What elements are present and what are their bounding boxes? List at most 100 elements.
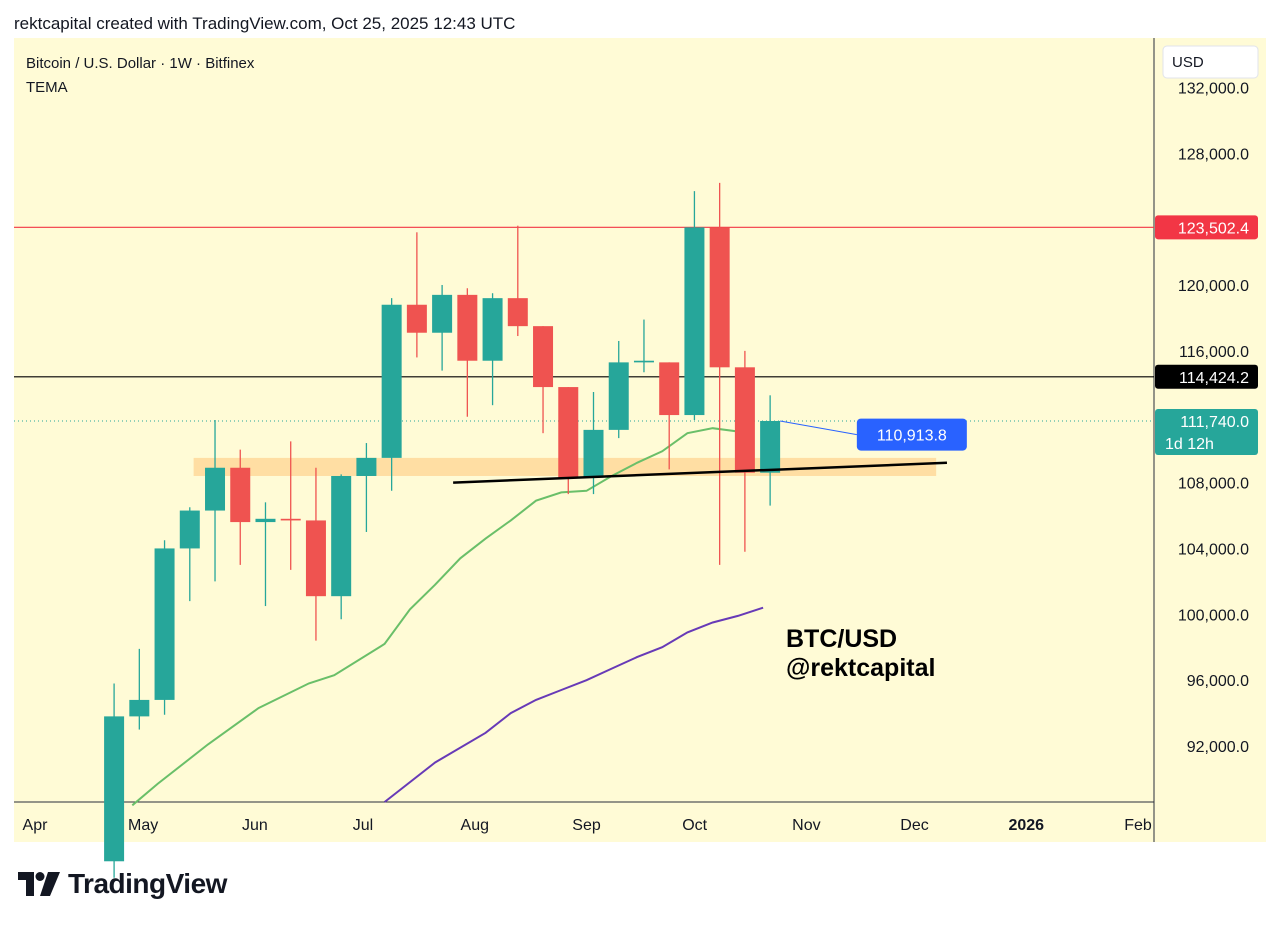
currency-label: USD [1172,54,1204,71]
annotation-badge[interactable] [856,418,967,451]
candle-body[interactable] [406,304,427,333]
candle-body[interactable] [608,362,629,430]
candle[interactable] [659,362,680,470]
candle-body[interactable] [179,510,200,549]
candle[interactable] [533,326,554,434]
trendline-layer[interactable] [453,461,948,484]
candle[interactable] [356,443,377,532]
candle-body[interactable] [356,457,377,476]
tema-slow-line [383,606,764,803]
chart-caption: rektcapital created with TradingView.com… [14,14,516,33]
time-tick-label: Aug [461,817,489,834]
candle-body[interactable] [760,420,781,473]
candle-body[interactable] [457,294,478,361]
candle[interactable] [558,387,579,495]
candle[interactable] [684,191,705,420]
watermark-line2: @rektcapital [786,654,935,682]
candle-body[interactable] [432,294,453,333]
time-axis[interactable]: Apr May Jun Jul Aug Sep Oct Nov Dec 2026 Feb [23,817,1152,834]
candle-body[interactable] [230,467,251,523]
last-price-label: 111,740.0 [1180,414,1249,431]
candle-body[interactable] [583,429,604,478]
candle-body[interactable] [659,362,680,416]
time-tick-label: Jun [242,817,268,834]
price-tick-label: 132,000.0 [1178,80,1249,97]
price-tick-label: 92,000.0 [1187,739,1249,756]
candles-layer[interactable] [104,182,781,878]
time-tick-label: Dec [900,817,928,834]
candle-body[interactable] [255,518,276,523]
price-tick-label: 116,000.0 [1179,344,1249,361]
candle-body[interactable] [154,548,175,700]
price-tick-label: 120,000.0 [1178,278,1249,295]
candle-body[interactable] [482,298,503,361]
horizontal-levels [14,226,1154,422]
candle[interactable] [608,340,629,439]
chart-title: Bitcoin / U.S. Dollar · 1W · Bitfinex [26,55,255,72]
time-axis-background [14,802,1266,842]
candle[interactable] [331,474,352,620]
bar-countdown-label: 1d 12h [1165,436,1214,453]
resistance-price-label: 123,502.4 [1178,220,1249,237]
support-trendline[interactable] [453,461,948,484]
candle-body[interactable] [633,360,654,363]
black-level-price-tag [1155,364,1258,389]
candle[interactable] [381,298,402,491]
candle-body[interactable] [280,518,301,521]
candle-body[interactable] [709,227,730,368]
tradingview-logo-icon [18,872,60,896]
tema-lines [131,427,764,807]
tradingview-logo-text: TradingView [68,868,227,899]
candle[interactable] [179,507,200,602]
time-tick-label: Jul [353,817,373,834]
price-tick-label: 100,000.0 [1178,607,1249,624]
candle[interactable] [709,182,730,565]
indicator-label: TEMA [26,79,68,96]
candle[interactable] [255,502,276,607]
watermark-line1: BTC/USD [786,625,897,653]
candle-body[interactable] [558,387,579,478]
time-tick-label: Feb [1124,817,1152,834]
candle-body[interactable] [331,475,352,597]
candle[interactable] [230,449,251,565]
candle-body[interactable] [684,227,705,416]
candle[interactable] [633,319,654,373]
time-tick-label: May [128,817,158,834]
time-tick-label: 2026 [1008,817,1044,834]
candle[interactable] [129,648,150,730]
tema-fast-line [131,427,739,807]
candle[interactable] [507,225,528,337]
candle-body[interactable] [129,699,150,717]
annotation-badge-label: 110,913.8 [877,428,947,445]
candle[interactable] [432,284,453,371]
candle[interactable] [104,683,125,878]
candle-body[interactable] [305,520,326,597]
candle[interactable] [205,420,226,582]
time-tick-label: Apr [23,817,49,834]
price-axis-labels: 123,502.4 114,424.2 111,740.0 1d 12h [1155,215,1258,455]
candle-body[interactable] [381,304,402,458]
annotation-layer[interactable]: 110,913.8 [780,418,967,451]
candle[interactable] [154,540,175,715]
candle-body[interactable] [734,367,755,473]
candle[interactable] [760,395,781,506]
tradingview-logo[interactable]: TradingView [18,868,227,900]
candle[interactable] [305,467,326,641]
currency-button[interactable] [1162,45,1259,79]
time-tick-label: Oct [682,817,707,834]
candle-body[interactable] [507,298,528,327]
candle[interactable] [406,232,427,358]
candle-body[interactable] [205,467,226,511]
time-tick-label: Nov [792,817,820,834]
candle[interactable] [280,441,301,570]
candle-body[interactable] [104,716,125,862]
candle[interactable] [482,293,503,406]
price-tick-label: 96,000.0 [1187,673,1249,690]
candle[interactable] [734,350,755,552]
price-axis[interactable]: 92,000.0 96,000.0 100,000.0 104,000.0 108,00… [1178,80,1249,756]
candle-body[interactable] [533,326,554,388]
candle[interactable] [457,288,478,417]
time-tick-label: Sep [572,817,601,834]
